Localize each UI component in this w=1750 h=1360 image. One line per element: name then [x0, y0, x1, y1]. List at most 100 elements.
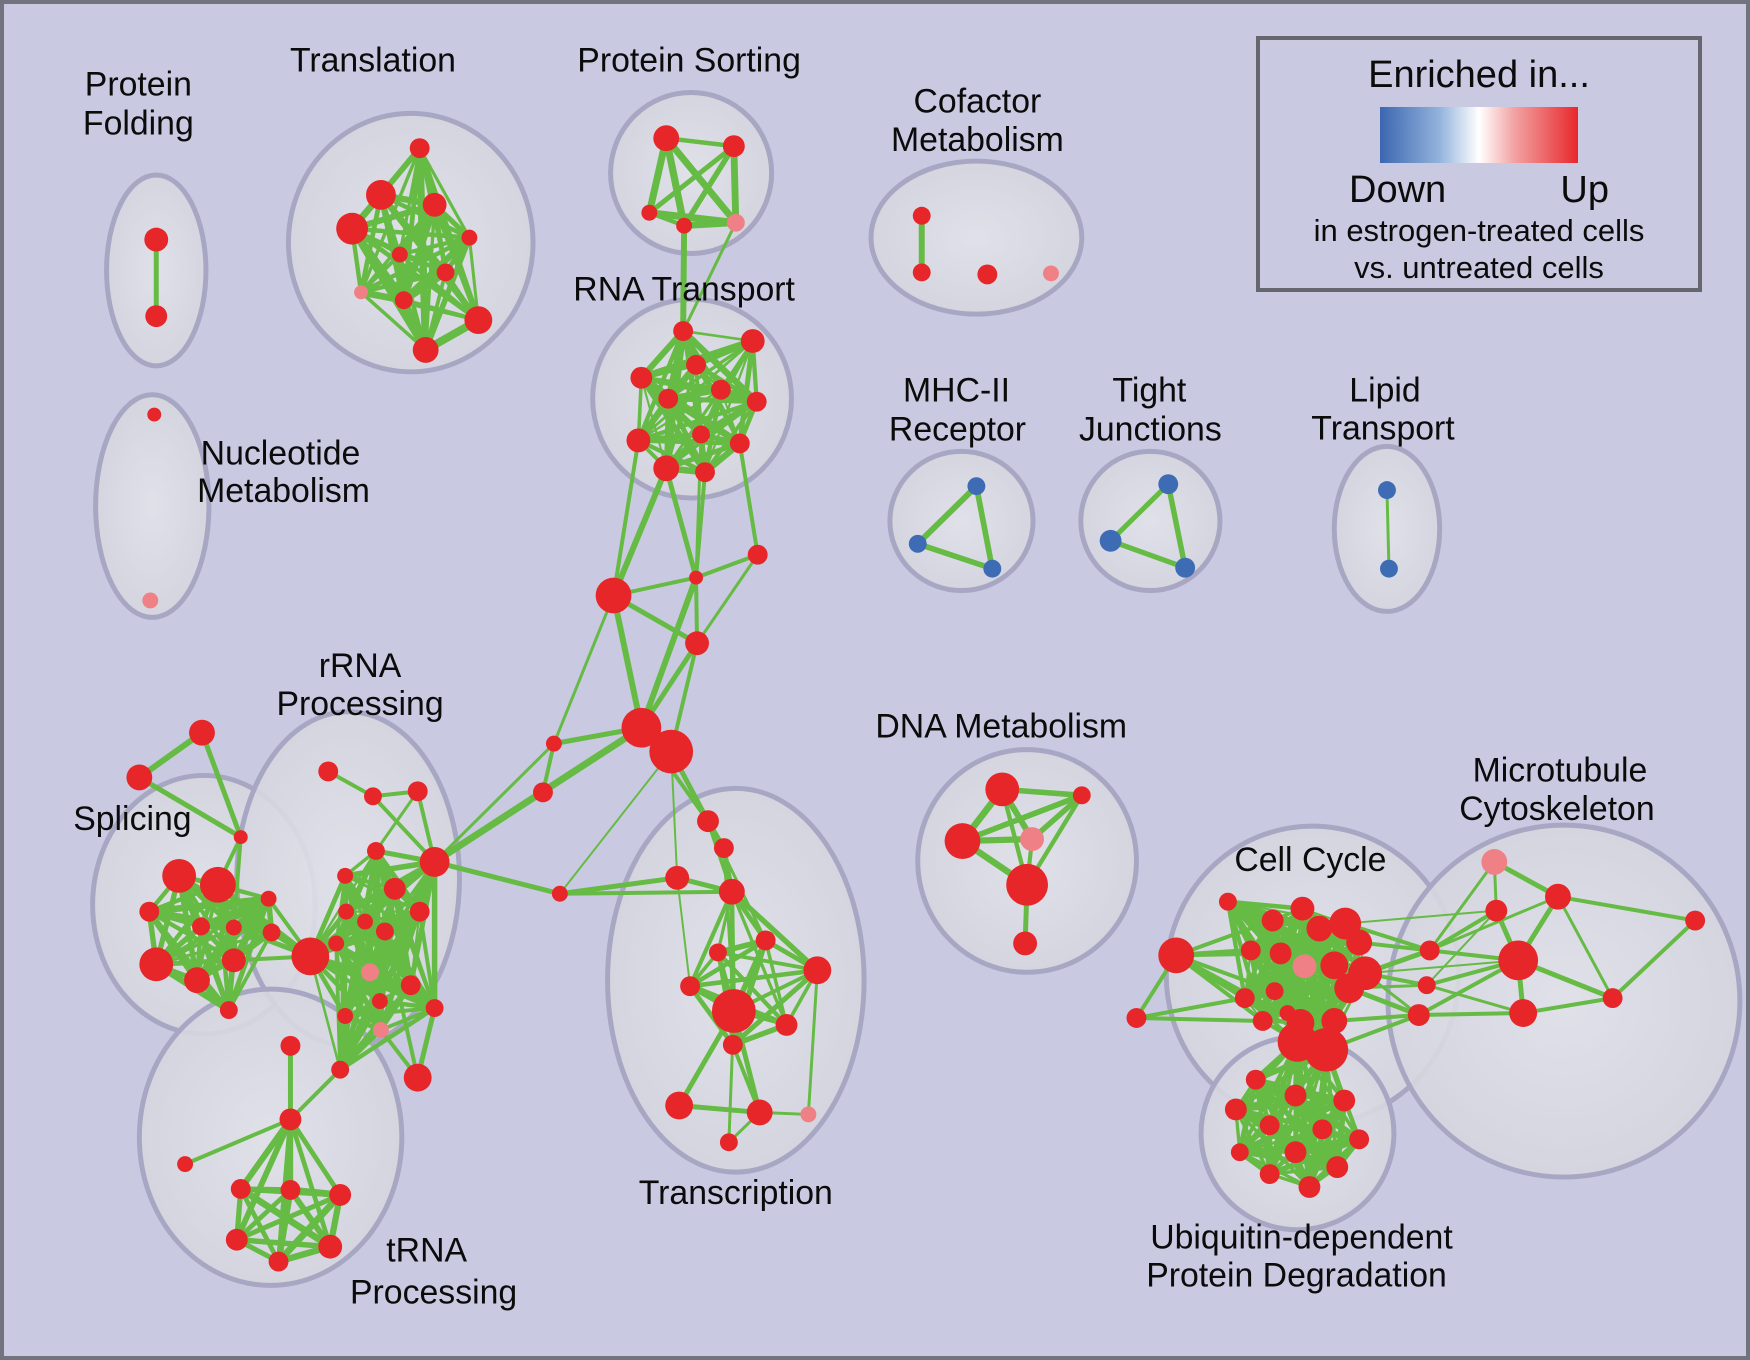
node-rr18	[331, 1060, 350, 1079]
edge	[382, 931, 420, 1079]
node-cf3	[1043, 265, 1059, 282]
edge	[1426, 909, 1498, 986]
cluster-tight-junctions-label-line1: Tight	[1112, 372, 1186, 410]
node-rt9	[729, 433, 750, 454]
node-mt3	[1509, 999, 1538, 1027]
node-sp5	[139, 947, 174, 982]
edge	[199, 731, 244, 838]
edge	[433, 742, 555, 863]
edge	[338, 1015, 347, 1070]
node-tn3	[225, 1228, 248, 1251]
node-sp7	[221, 948, 246, 973]
edge	[1334, 1013, 1419, 1023]
node-c3	[685, 631, 709, 656]
node-rr20	[280, 1035, 301, 1056]
edge	[238, 1187, 281, 1263]
edge	[737, 443, 760, 556]
edge	[350, 226, 480, 323]
node-rr16	[337, 1008, 354, 1024]
node-rr0	[318, 761, 339, 782]
node-c2	[747, 544, 768, 565]
edge	[360, 270, 447, 295]
legend-updown-row: Down Up	[1349, 169, 1609, 212]
edge	[235, 1192, 342, 1242]
edge	[662, 137, 688, 227]
cluster-cofactor-metabolism-ellipse	[868, 158, 1085, 317]
edge	[1280, 940, 1360, 955]
node-sp10	[262, 923, 281, 942]
node-tr6	[803, 956, 832, 985]
edge	[1307, 1049, 1329, 1188]
node-sp4	[225, 919, 242, 936]
cluster-dna-metabolism-label-line1: DNA Metabolism	[875, 708, 1127, 746]
node-d1	[944, 823, 981, 859]
node-tr4	[755, 930, 776, 951]
edge	[417, 911, 437, 1009]
node-sp3	[192, 917, 210, 936]
node-s4	[726, 213, 745, 232]
node-tr13	[719, 1133, 738, 1152]
node-cc4	[1346, 929, 1373, 956]
edge	[636, 330, 686, 442]
node-u11	[1298, 1176, 1321, 1198]
cluster-rrna-processing-label-line1: rRNA	[319, 647, 402, 685]
node-cls	[1126, 1008, 1147, 1028]
cluster-mhc-ii-receptor-label-line2: Receptor	[889, 410, 1026, 448]
edge	[681, 144, 737, 228]
node-tn2	[329, 1184, 352, 1206]
edge	[1345, 909, 1497, 925]
cluster-tight-junctions-ellipse	[1078, 448, 1223, 594]
node-rr19	[403, 1063, 432, 1092]
node-rrh	[291, 937, 330, 976]
node-rr17	[372, 1021, 389, 1038]
edge	[433, 790, 545, 865]
edge	[688, 890, 734, 988]
edge	[1239, 1127, 1323, 1154]
edge	[360, 235, 471, 295]
edge	[1556, 896, 1614, 999]
nodes-layer	[126, 125, 1706, 1272]
node-rt2	[686, 354, 706, 375]
edge	[1428, 861, 1496, 952]
cluster-trna-processing-label-line1: tRNA	[386, 1232, 467, 1270]
node-t4	[461, 229, 478, 246]
edge	[647, 144, 736, 215]
node-rr8	[338, 903, 355, 920]
cluster-ubiquitin-degradation-label-line1: Ubiquitin-dependent	[1150, 1219, 1453, 1257]
cluster-transcription-label-line1: Transcription	[639, 1174, 833, 1212]
node-rr10	[375, 922, 394, 941]
node-mt4	[1685, 910, 1706, 931]
node-rr14	[371, 993, 388, 1010]
node-tn1	[280, 1180, 301, 1200]
edge	[433, 859, 561, 897]
node-cc5	[1240, 940, 1261, 961]
node-rr6	[383, 877, 406, 900]
edge	[1429, 895, 1559, 952]
edge	[1109, 538, 1187, 571]
node-rt3	[630, 366, 653, 389]
cluster-nucleotide-metabolism-ellipse	[93, 392, 212, 620]
node-mt0	[1545, 883, 1571, 910]
node-cf0	[912, 206, 931, 225]
node-tj2	[1175, 557, 1196, 578]
node-u6	[1349, 1129, 1370, 1150]
edge	[1418, 1011, 1524, 1018]
node-t7	[354, 285, 368, 300]
node-u9	[1326, 1156, 1349, 1179]
edge	[695, 553, 759, 645]
edge	[432, 203, 481, 322]
edge	[148, 895, 269, 915]
node-cf2	[977, 264, 998, 285]
edge	[916, 541, 994, 572]
edge	[806, 970, 819, 1115]
node-u5	[1312, 1119, 1333, 1140]
edge	[344, 1006, 435, 1018]
cluster-microtubule-cytoskeleton-label-line1: Microtubule	[1473, 751, 1648, 789]
cluster-microtubule-cytoskeleton-label-line2: Cytoskeleton	[1459, 790, 1654, 828]
node-t9	[464, 306, 493, 335]
node-t5	[391, 246, 408, 263]
edge	[610, 467, 669, 597]
node-rr15	[425, 999, 444, 1018]
edge	[1426, 983, 1524, 1015]
